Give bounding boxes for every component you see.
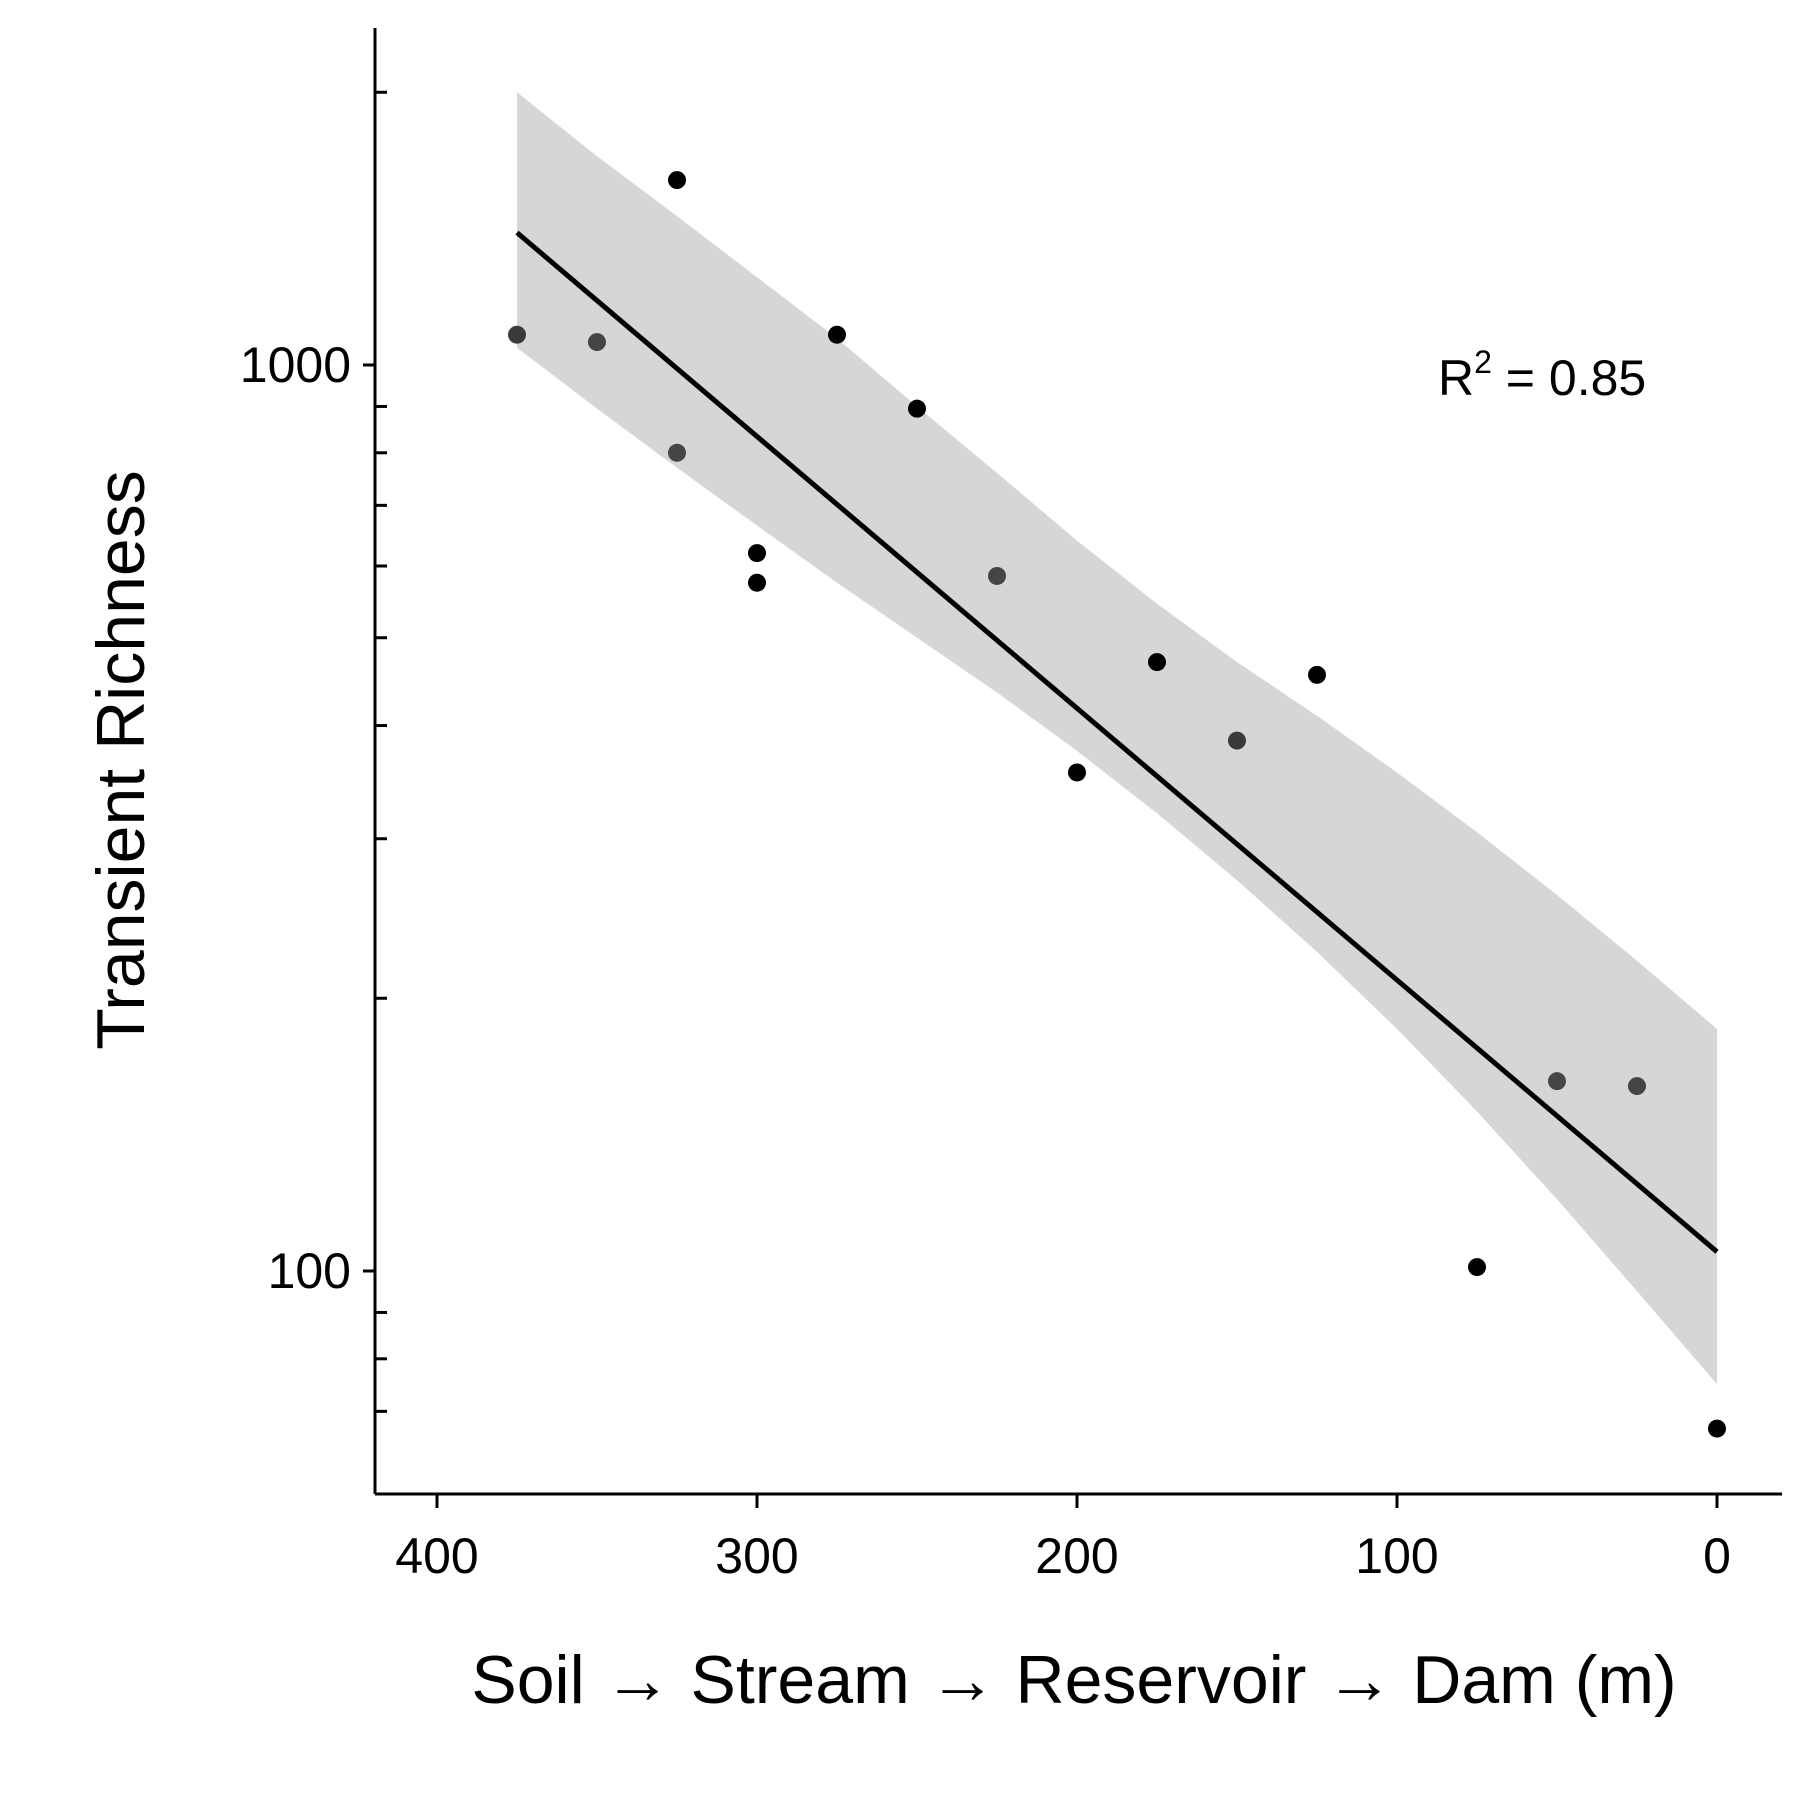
data-point: [748, 544, 766, 562]
r-squared-base: R: [1438, 350, 1474, 406]
x-tick-label: 400: [395, 1528, 478, 1584]
data-point: [1068, 763, 1086, 781]
x-tick-label: 100: [1355, 1528, 1438, 1584]
data-point: [588, 333, 606, 351]
data-point: [1708, 1420, 1726, 1438]
confidence-band: [517, 92, 1717, 1384]
data-point: [1628, 1077, 1646, 1095]
data-point: [668, 171, 686, 189]
data-point: [828, 326, 846, 344]
y-axis-title: Transient Richness: [83, 470, 159, 1050]
data-point: [988, 567, 1006, 585]
data-point: [908, 400, 926, 418]
data-point: [1308, 666, 1326, 684]
x-tick-label: 0: [1703, 1528, 1731, 1584]
data-point: [668, 444, 686, 462]
x-axis-title: Soil → Stream → Reservoir → Dam (m): [471, 1642, 1676, 1718]
r-squared-annotation: R2 = 0.85: [1438, 344, 1646, 406]
y-tick-label: 100: [268, 1243, 351, 1299]
data-point: [1228, 732, 1246, 750]
y-tick-label: 1000: [240, 337, 351, 393]
y-axis-ticks: 100 1000: [240, 92, 387, 1411]
data-point: [1468, 1258, 1486, 1276]
x-tick-label: 300: [715, 1528, 798, 1584]
data-point: [1548, 1072, 1566, 1090]
data-point: [748, 574, 766, 592]
r-squared-value: = 0.85: [1492, 350, 1646, 406]
data-point: [1148, 653, 1166, 671]
x-tick-label: 200: [1035, 1528, 1118, 1584]
r-squared-superscript: 2: [1474, 344, 1492, 380]
x-axis-ticks: 400 300 200 100 0: [395, 1494, 1731, 1584]
data-point: [508, 326, 526, 344]
